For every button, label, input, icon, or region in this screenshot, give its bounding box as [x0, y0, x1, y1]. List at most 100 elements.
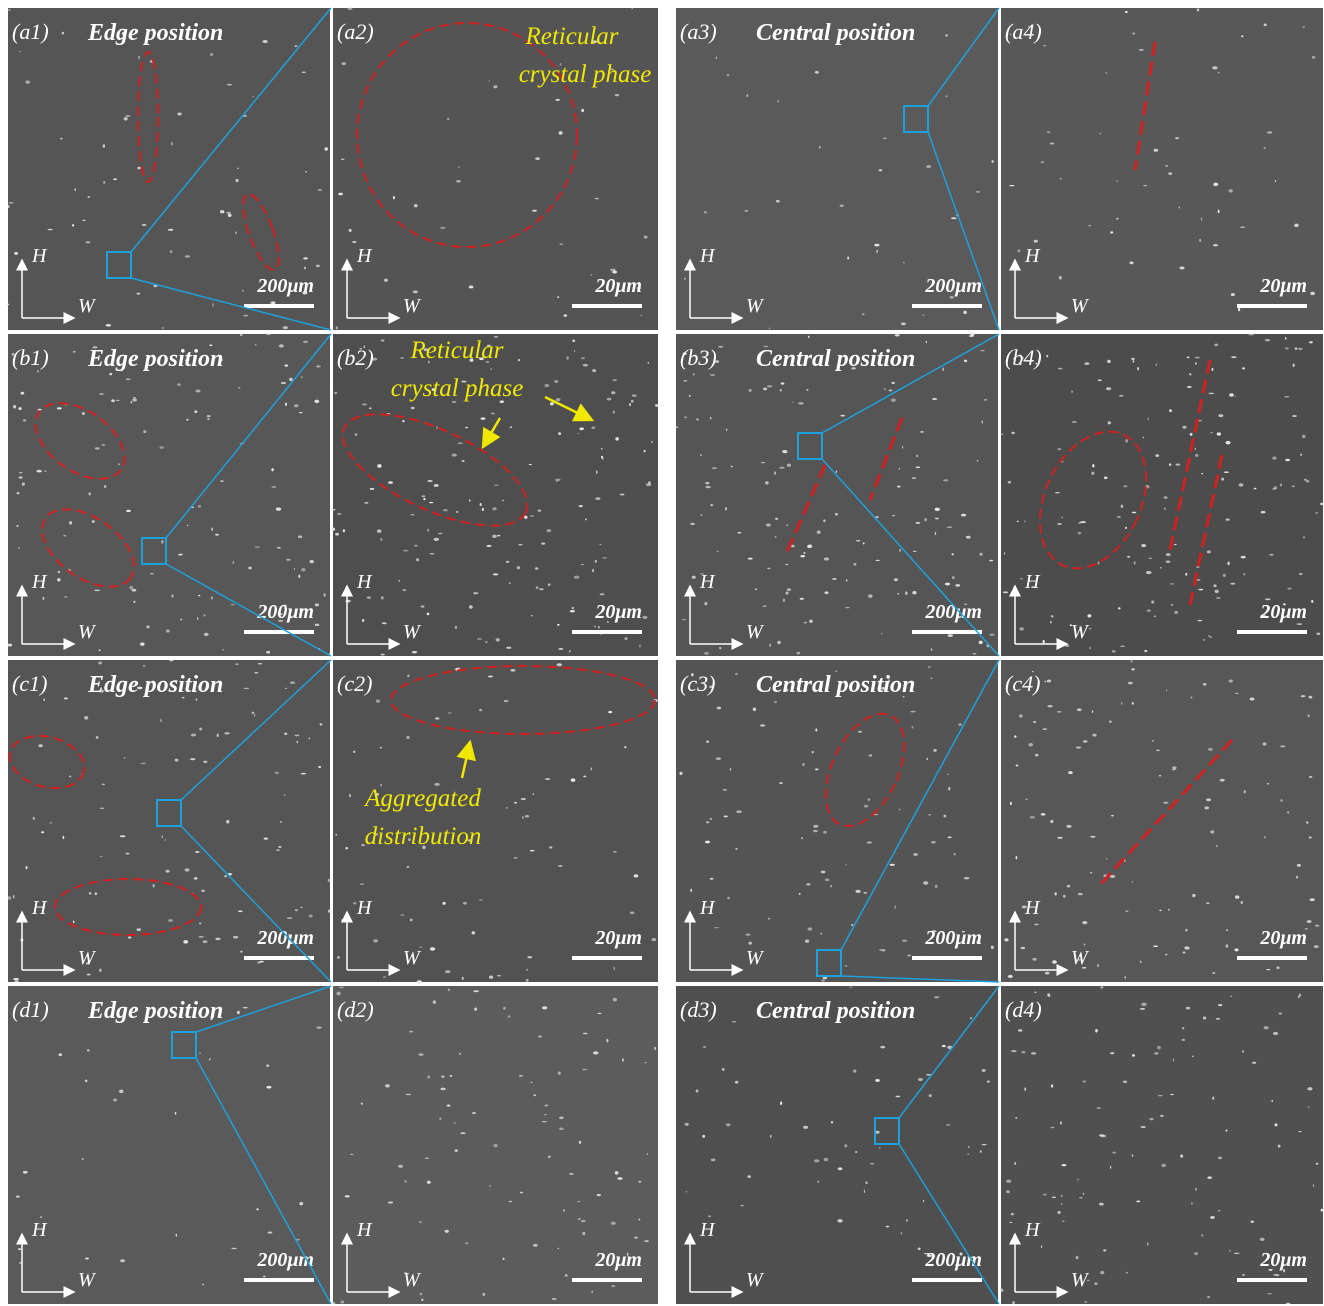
speckle [558, 1072, 561, 1075]
speckle [404, 1180, 406, 1183]
speckle [1047, 993, 1050, 996]
speckle [1103, 1249, 1106, 1251]
speckle [1153, 945, 1158, 947]
speckle [1032, 958, 1036, 961]
speckle [211, 527, 213, 530]
speckle [295, 734, 300, 736]
speckle [1227, 562, 1229, 565]
speckle [87, 974, 91, 976]
speckle [301, 376, 304, 377]
speckle [1189, 373, 1192, 375]
speckle [1047, 131, 1050, 133]
speckle [479, 899, 483, 900]
speckle [1269, 554, 1273, 556]
speckle [133, 601, 135, 603]
speckle [57, 578, 61, 581]
panel-label: (b3) [680, 345, 717, 370]
speckle [684, 416, 686, 418]
speckle [850, 987, 852, 988]
speckle [1230, 996, 1232, 997]
speckle [567, 356, 569, 359]
speckle [1298, 1131, 1301, 1132]
speckle [1106, 72, 1107, 74]
speckle [606, 1039, 608, 1042]
speckle [38, 744, 42, 747]
speckle [1089, 647, 1090, 650]
speckle [686, 1191, 688, 1192]
axis-label: H [699, 245, 716, 267]
axis-label: H [699, 571, 716, 593]
axis-label: W [1071, 947, 1090, 969]
speckle [1015, 1117, 1017, 1119]
speckle [1302, 435, 1305, 438]
speckle [1028, 743, 1033, 746]
speckle [248, 567, 251, 570]
speckle [1252, 1062, 1256, 1064]
speckle [258, 663, 262, 664]
speckle [465, 427, 468, 429]
speckle [84, 716, 88, 720]
speckle [1092, 710, 1093, 713]
speckle [489, 1185, 490, 1187]
speckle [1143, 437, 1145, 438]
speckle [1301, 695, 1305, 697]
speckle [926, 165, 931, 168]
speckle [1123, 1081, 1127, 1083]
speckle [1307, 1087, 1312, 1090]
speckle [951, 217, 956, 219]
speckle [1173, 1058, 1174, 1061]
speckle [705, 482, 709, 484]
speckle [1132, 1054, 1135, 1057]
speckle [57, 407, 62, 409]
axis-label: H [356, 571, 373, 593]
speckle [1218, 414, 1223, 417]
speckle [1050, 820, 1053, 823]
speckle [825, 591, 829, 594]
speckle [142, 224, 147, 226]
speckle [987, 1081, 990, 1083]
speckle [48, 229, 53, 230]
speckle [855, 1151, 858, 1153]
speckle [1078, 522, 1080, 524]
annotation: crystal phase [391, 375, 524, 402]
speckle [125, 115, 130, 117]
speckle [1254, 488, 1257, 490]
speckle [574, 350, 575, 352]
speckle [966, 536, 971, 539]
speckle [1125, 439, 1128, 443]
speckle [406, 736, 409, 739]
speckle [271, 468, 274, 471]
speckle [1176, 464, 1181, 466]
speckle [1158, 1095, 1163, 1096]
speckle [1242, 367, 1245, 369]
speckle [1006, 1190, 1010, 1193]
speckle [160, 446, 164, 448]
speckle [815, 71, 819, 74]
speckle [964, 877, 970, 879]
speckle [716, 57, 717, 59]
speckle [964, 360, 967, 363]
speckle [1041, 813, 1045, 816]
speckle [779, 389, 782, 391]
speckle [64, 697, 68, 699]
speckle [1148, 558, 1152, 559]
speckle [1165, 954, 1167, 956]
speckle [238, 910, 243, 912]
speckle [896, 1096, 901, 1098]
speckle [275, 772, 279, 774]
speckle [557, 624, 560, 626]
speckle [369, 407, 372, 409]
speckle [1009, 1222, 1012, 1223]
speckle [231, 1248, 236, 1249]
speckle [749, 389, 752, 392]
speckle [295, 909, 298, 911]
speckle [407, 866, 410, 868]
speckle [805, 939, 809, 942]
speckle [780, 1101, 782, 1105]
speckle [1309, 341, 1313, 343]
speckle [591, 274, 592, 276]
speckle [199, 728, 202, 731]
speckle [989, 634, 994, 636]
speckle [1204, 806, 1209, 809]
speckle [493, 573, 498, 575]
